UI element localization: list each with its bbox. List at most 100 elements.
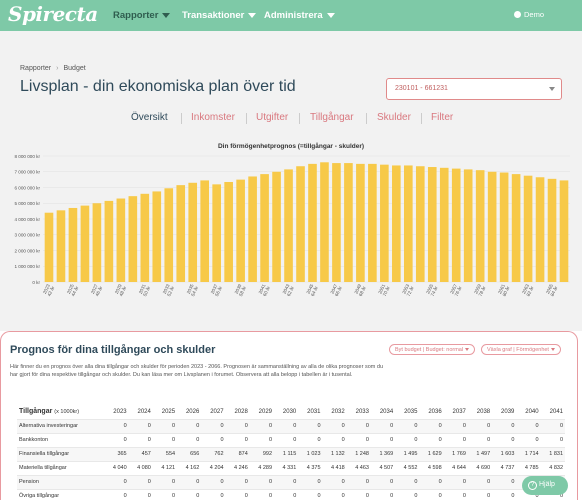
x-tick-age: 72 år bbox=[405, 285, 415, 297]
table-cell: 0 bbox=[467, 418, 493, 433]
bar[interactable] bbox=[152, 191, 162, 282]
bar[interactable] bbox=[260, 174, 269, 282]
bar[interactable] bbox=[296, 166, 305, 282]
table-cell: 0 bbox=[298, 474, 323, 489]
tab-utgifter[interactable]: Utgifter bbox=[256, 112, 289, 123]
breadcrumb-budget[interactable]: Budget bbox=[63, 65, 86, 72]
bar[interactable] bbox=[320, 162, 329, 282]
x-tick-age: 70 år bbox=[381, 285, 391, 297]
bar[interactable] bbox=[176, 185, 186, 282]
bar[interactable] bbox=[392, 165, 401, 282]
bar[interactable] bbox=[128, 196, 138, 282]
table-cell: 0 bbox=[152, 474, 178, 489]
table-cell: 0 bbox=[516, 432, 541, 447]
x-tick-age: 78 år bbox=[477, 285, 487, 297]
bar[interactable] bbox=[80, 205, 90, 282]
bar[interactable] bbox=[368, 163, 377, 282]
table-cell: 4 289 bbox=[249, 460, 275, 475]
bar[interactable] bbox=[68, 207, 78, 282]
bar[interactable] bbox=[272, 171, 281, 282]
table-cell: 0 bbox=[249, 488, 275, 500]
table-header-label: Tillgångar (x 1000kr) bbox=[17, 405, 104, 419]
graph-switch-button[interactable]: Växla graf | Förmögenhet bbox=[481, 344, 561, 355]
bar[interactable] bbox=[511, 174, 521, 282]
tab-divider bbox=[366, 113, 367, 124]
period-select[interactable]: 230101 - 661231 bbox=[386, 78, 562, 100]
bar[interactable] bbox=[104, 200, 114, 282]
bar[interactable] bbox=[487, 171, 497, 282]
table-row: Bankkonton 0 0 0 0 0 0 0 0 0 0 0 0 0 0 0 0 0 0 0 bbox=[17, 432, 565, 447]
bar[interactable] bbox=[308, 163, 317, 282]
x-tick-year: 2065 bbox=[545, 283, 554, 295]
bar[interactable] bbox=[356, 163, 365, 282]
bar[interactable] bbox=[188, 182, 198, 282]
spirecta-logo[interactable]: Spirecta bbox=[8, 2, 98, 26]
table-cell: 0 bbox=[492, 418, 517, 433]
tab-skulder[interactable]: Skulder bbox=[377, 112, 411, 123]
x-tick-year: 2031 bbox=[138, 283, 147, 295]
year-column-header: 2040 bbox=[525, 408, 539, 415]
bar[interactable] bbox=[523, 175, 533, 282]
bar[interactable] bbox=[284, 169, 293, 282]
nav-transaktioner[interactable]: Transaktioner bbox=[182, 10, 257, 21]
bar[interactable] bbox=[439, 167, 449, 282]
budget-switch-label: Byt budget | Budget: normal bbox=[395, 346, 464, 353]
bar[interactable] bbox=[92, 203, 102, 282]
bar[interactable] bbox=[463, 169, 473, 282]
y-tick-label: 6 000 000 kr bbox=[14, 185, 40, 190]
bar[interactable] bbox=[332, 163, 341, 282]
tab-oversikt[interactable]: Översikt bbox=[131, 112, 168, 123]
bar[interactable] bbox=[427, 167, 437, 282]
nav-administrera[interactable]: Administrera bbox=[264, 10, 335, 21]
bar[interactable] bbox=[116, 198, 126, 282]
bar[interactable] bbox=[380, 164, 389, 282]
bar[interactable] bbox=[200, 180, 210, 282]
x-tick-year: 2055 bbox=[425, 283, 434, 295]
user-menu[interactable]: Demo bbox=[513, 10, 544, 19]
nav-transaktioner-label: Transaktioner bbox=[182, 10, 245, 21]
table-cell: 1 369 bbox=[370, 446, 396, 461]
table-cell: 0 bbox=[152, 432, 178, 447]
bar[interactable] bbox=[224, 181, 233, 282]
wealth-forecast-chart: 0 kr 1 000 000 kr 2 000 000 kr 3 000 000 kr… bbox=[14, 154, 570, 297]
breadcrumb-rapporter[interactable]: Rapporter bbox=[20, 65, 52, 72]
tab-tillgangar[interactable]: Tillgångar bbox=[310, 112, 354, 123]
bar[interactable] bbox=[248, 176, 257, 282]
x-tick-year: 2053 bbox=[401, 283, 410, 295]
table-cell: 554 bbox=[152, 446, 178, 461]
bar[interactable] bbox=[44, 212, 54, 282]
table-cell: 0 bbox=[152, 418, 178, 433]
chart-title: Din förmögenhetprognos (=tillgångar - sk… bbox=[217, 143, 365, 150]
bar[interactable] bbox=[535, 177, 545, 282]
tab-inkomster[interactable]: Inkomster bbox=[191, 112, 235, 123]
bar[interactable] bbox=[499, 172, 509, 282]
bar[interactable] bbox=[344, 163, 353, 282]
x-tick-year: 2045 bbox=[306, 283, 315, 295]
bar[interactable] bbox=[451, 168, 461, 282]
tab-divider bbox=[299, 113, 300, 124]
nav-rapporter[interactable]: Rapporter bbox=[113, 10, 171, 21]
bar[interactable] bbox=[140, 193, 150, 282]
bar[interactable] bbox=[212, 184, 221, 282]
bar[interactable] bbox=[559, 180, 569, 282]
table-cell: 4 121 bbox=[152, 460, 178, 475]
tab-filter[interactable]: Filter bbox=[431, 112, 454, 123]
x-tick-year: 2035 bbox=[186, 283, 195, 295]
table-row: Alternativa investeringar 0 0 0 0 0 0 0 0 0 0 0 0 0 0 0… bbox=[17, 418, 565, 433]
table-cell: 1 603 bbox=[492, 446, 517, 461]
budget-switch-button[interactable]: Byt budget | Budget: normal bbox=[389, 344, 476, 355]
bar[interactable] bbox=[403, 165, 413, 282]
table-cell: 0 bbox=[177, 474, 202, 489]
bar[interactable] bbox=[415, 166, 425, 282]
bar[interactable] bbox=[56, 210, 66, 282]
bar[interactable] bbox=[475, 170, 485, 282]
bar[interactable] bbox=[164, 188, 174, 282]
bar[interactable] bbox=[547, 178, 557, 282]
help-button[interactable]: ? Hjälp bbox=[522, 476, 568, 495]
row-label: Finansiella tillgångar bbox=[17, 446, 105, 461]
bar[interactable] bbox=[236, 179, 245, 282]
